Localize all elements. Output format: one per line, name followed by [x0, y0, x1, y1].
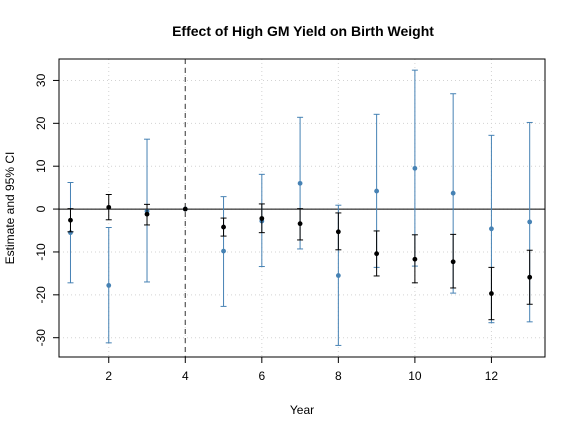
data-point — [489, 291, 494, 296]
data-point — [335, 273, 341, 278]
y-axis-label: Estimate and 95% CI — [3, 152, 17, 265]
data-point — [297, 180, 303, 186]
data-point — [374, 251, 380, 257]
grid — [59, 59, 545, 357]
data-point — [106, 204, 112, 210]
data-point — [374, 188, 380, 194]
data-point — [221, 224, 226, 230]
y-tick-label: 0 — [34, 205, 48, 212]
y-tick-label: 20 — [34, 116, 48, 130]
data-point — [412, 256, 418, 262]
data-point — [527, 219, 533, 225]
x-tick-label: 12 — [485, 369, 499, 383]
chart-title: Effect of High GM Yield on Birth Weight — [172, 23, 434, 39]
y-axis: -30 -20 -10 0 10 20 30 — [34, 73, 59, 346]
y-tick-label: -20 — [34, 286, 48, 304]
reference-lines — [59, 59, 545, 357]
y-tick-label: -30 — [34, 329, 48, 347]
x-axis: 2 4 6 8 10 12 — [105, 357, 498, 383]
data-point — [527, 274, 533, 280]
data-point — [144, 211, 150, 217]
data-point — [412, 165, 418, 171]
data-point — [297, 221, 303, 227]
x-axis-label: Year — [290, 403, 314, 417]
data-point — [335, 229, 341, 235]
data-point — [489, 226, 494, 232]
data-point — [221, 248, 226, 254]
data-point — [182, 206, 188, 212]
data-point — [106, 282, 112, 288]
data-point — [259, 216, 265, 221]
y-tick-label: 10 — [34, 159, 48, 173]
x-tick-label: 8 — [335, 369, 342, 383]
y-tick-label: 30 — [34, 73, 48, 87]
series-2 — [67, 193, 533, 321]
data-point — [68, 217, 73, 223]
plot-frame — [58, 58, 546, 358]
x-tick-label: 10 — [408, 369, 422, 383]
data-point — [450, 190, 456, 196]
x-tick-label: 2 — [105, 369, 112, 383]
series-1 — [67, 69, 533, 346]
x-tick-label: 6 — [258, 369, 265, 383]
y-tick-label: -10 — [34, 243, 48, 261]
series-layer — [67, 69, 533, 346]
data-point — [450, 259, 456, 265]
x-tick-label: 4 — [182, 369, 189, 383]
